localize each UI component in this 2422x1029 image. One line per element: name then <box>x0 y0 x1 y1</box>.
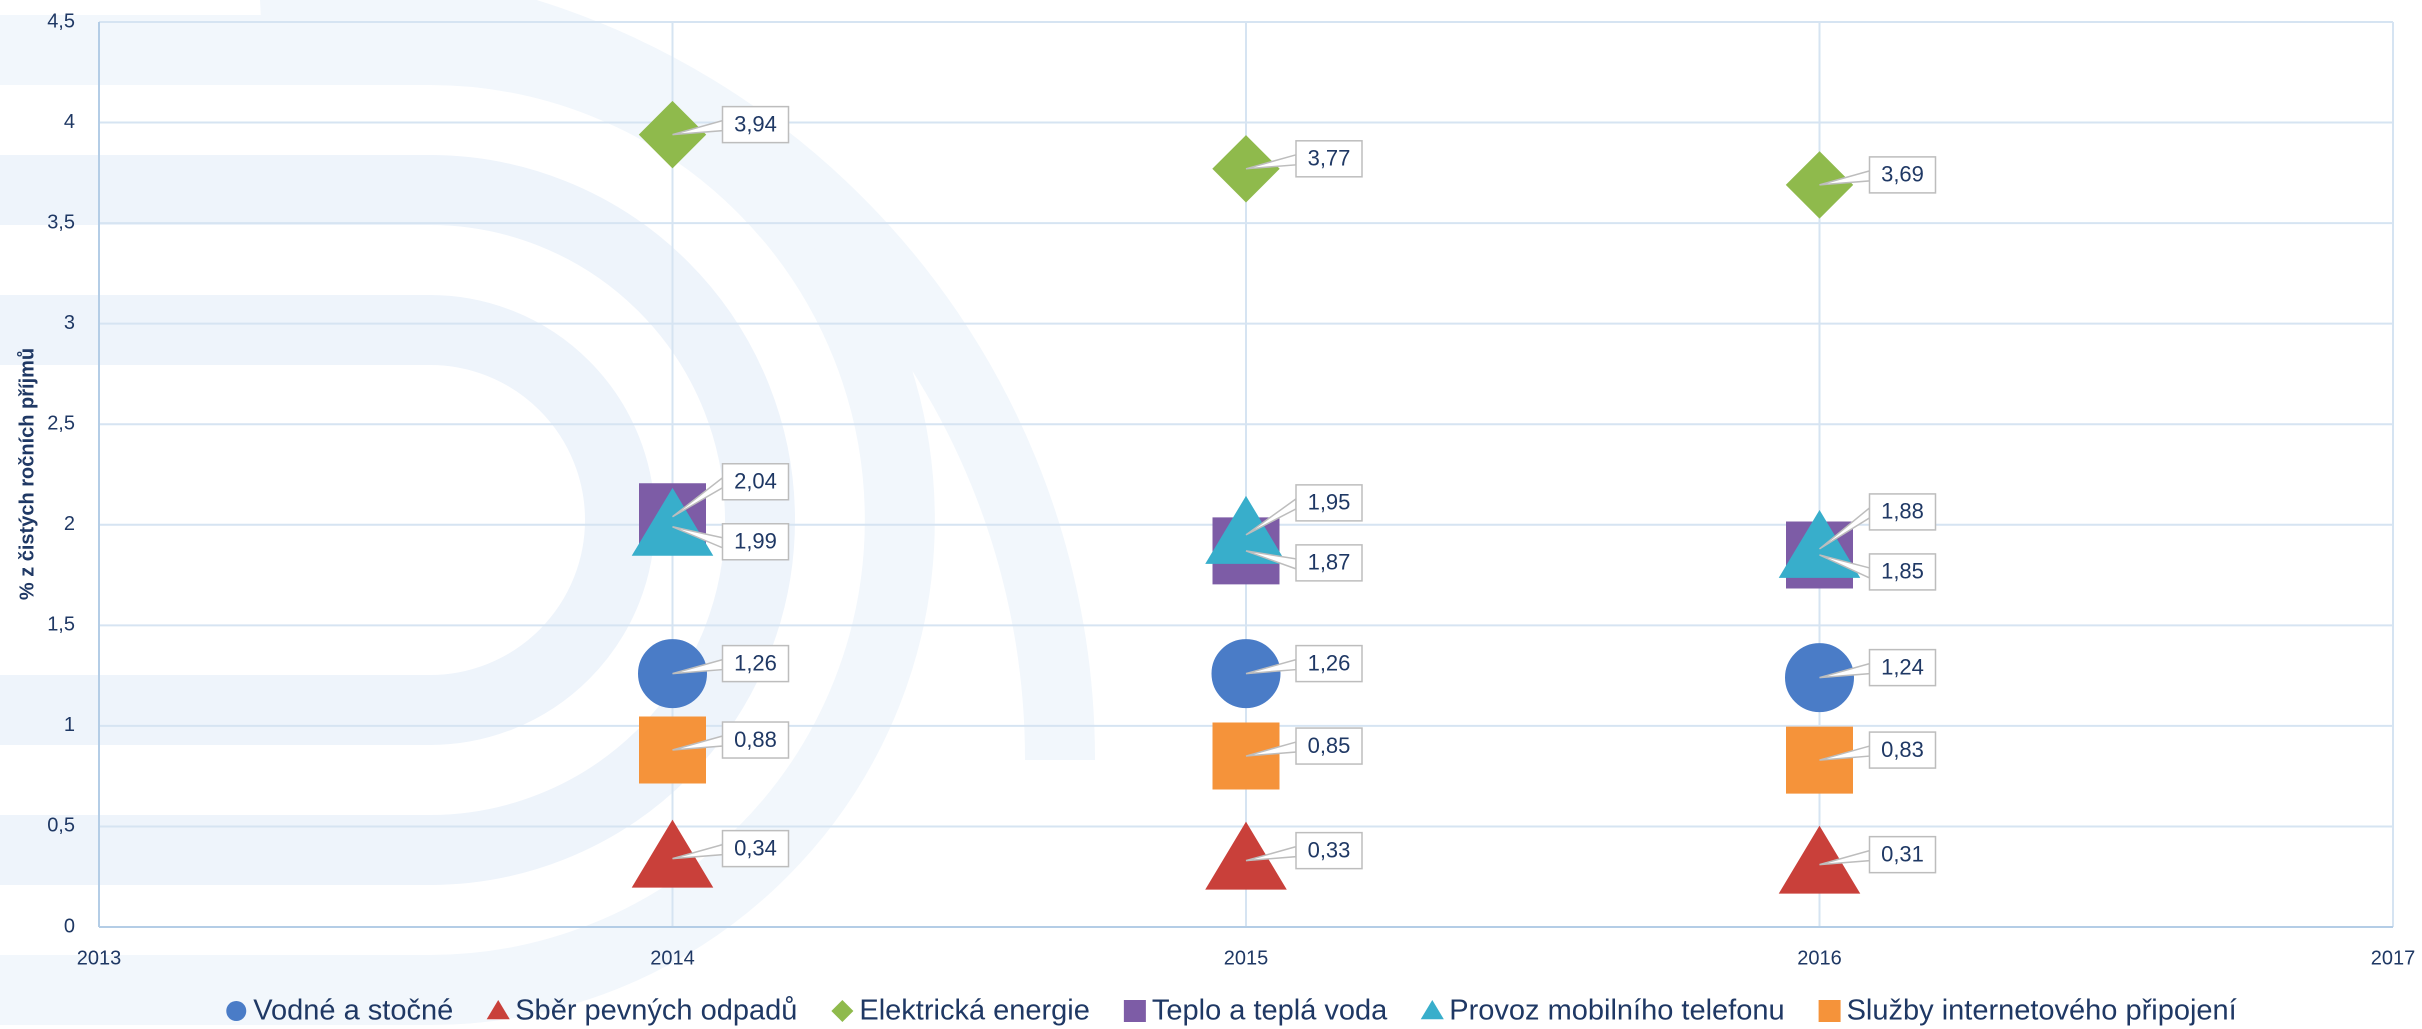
value-label: 2,04 <box>734 469 777 494</box>
legend-marker <box>1819 1000 1841 1022</box>
x-tick-label: 2015 <box>1224 947 1269 969</box>
legend-item: Provoz mobilního telefonu <box>1421 995 1785 1027</box>
legend-label: Provoz mobilního telefonu <box>1449 995 1784 1027</box>
legend-item: Služby internetového připojení <box>1819 995 2237 1027</box>
value-label: 3,94 <box>734 111 777 136</box>
chart: % z čistých ročních příjmů 0 0,5 1 1,5 2 2,5 3… <box>0 0 2422 1029</box>
legend-label: Sběr pevných odpadů <box>515 995 797 1027</box>
legend-item: Vodné a stočné <box>226 995 453 1027</box>
value-label: 1,26 <box>734 650 777 675</box>
x-tick-label: 2014 <box>650 947 695 969</box>
value-label: 0,34 <box>734 835 777 860</box>
legend-marker <box>226 1001 246 1021</box>
value-label: 1,26 <box>1308 650 1351 675</box>
legend-label: Elektrická energie <box>859 995 1090 1027</box>
y-tick-label: 1 <box>64 714 75 736</box>
legend-item: Sběr pevných odpadů <box>487 995 798 1027</box>
value-label: 3,69 <box>1881 162 1924 187</box>
x-tick-label: 2017 <box>2371 947 2416 969</box>
legend-item: Elektrická energie <box>831 995 1090 1027</box>
y-axis-label: % z čistých ročních příjmů <box>16 348 38 600</box>
legend-marker <box>1124 1000 1146 1022</box>
legend-marker <box>831 1000 853 1022</box>
background-watermark <box>0 0 1060 990</box>
y-tick-label: 3,5 <box>47 211 75 233</box>
value-label: 0,88 <box>734 727 777 752</box>
y-tick-label: 0 <box>64 915 75 937</box>
x-tick-label: 2013 <box>77 947 122 969</box>
x-tick-label: 2016 <box>1797 947 1842 969</box>
value-label: 0,31 <box>1881 841 1924 866</box>
value-label: 1,24 <box>1881 654 1924 679</box>
value-label: 1,87 <box>1308 550 1351 575</box>
value-label: 1,99 <box>734 529 777 554</box>
value-label: 1,95 <box>1308 490 1351 515</box>
y-tick-label: 1,5 <box>47 614 75 636</box>
legend-marker <box>1421 1000 1444 1019</box>
y-tick-label: 4 <box>64 111 75 133</box>
legend: Vodné a stočné Sběr pevných odpadů Elektri… <box>226 995 2236 1027</box>
value-label: 0,85 <box>1308 733 1351 758</box>
y-tick-label: 2,5 <box>47 413 75 435</box>
value-label: 0,83 <box>1881 737 1924 762</box>
legend-label: Teplo a teplá voda <box>1152 995 1388 1027</box>
y-tick-label: 0,5 <box>47 815 75 837</box>
y-tick-label: 2 <box>64 513 75 535</box>
y-tick-label: 4,5 <box>47 10 75 32</box>
legend-item: Teplo a teplá voda <box>1124 995 1388 1027</box>
legend-label: Vodné a stočné <box>253 995 453 1027</box>
legend-label: Služby internetového připojení <box>1847 995 2237 1027</box>
value-label: 1,85 <box>1881 559 1924 584</box>
value-label: 3,77 <box>1308 146 1351 171</box>
value-label: 1,88 <box>1881 499 1924 524</box>
value-label: 0,33 <box>1308 837 1351 862</box>
y-tick-label: 3 <box>64 312 75 334</box>
